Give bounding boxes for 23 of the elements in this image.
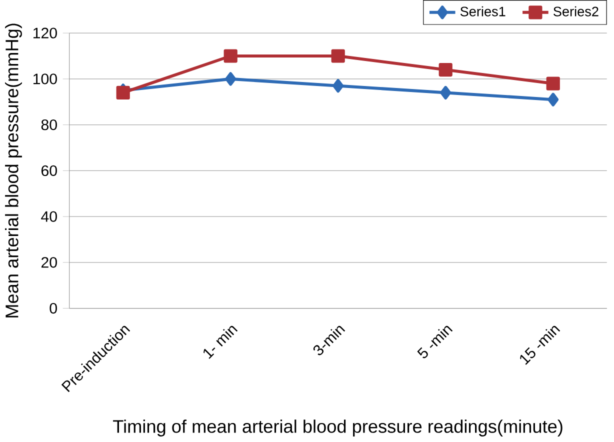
point: [440, 86, 452, 100]
x-tick-label: 1- min: [204, 326, 238, 360]
y-tick-label: 0: [50, 303, 57, 314]
y-axis-title: Mean arterial blood pressure(mmHg): [5, 24, 22, 318]
point: [331, 49, 345, 64]
x-tick-label: 5 -min: [417, 326, 453, 358]
x-tick-label: 15 -min: [520, 326, 560, 366]
y-tick-label: 20: [41, 257, 57, 268]
point: [224, 49, 238, 64]
legend-label: Series1: [460, 6, 506, 17]
y-tick-label: 80: [41, 120, 57, 130]
point: [332, 79, 344, 93]
point: [548, 93, 559, 107]
point: [438, 63, 452, 77]
y-tick-label: 60: [41, 166, 57, 176]
point: [225, 72, 236, 86]
y-tick-label: 40: [41, 211, 57, 222]
legend-label: Series2: [554, 6, 598, 17]
y-tick-label: 100: [33, 74, 57, 85]
point: [546, 76, 560, 91]
point: [116, 86, 130, 100]
y-tick-label: 120: [33, 28, 57, 39]
x-axis-title: Timing of mean arterial blood pressure readings(minute): [113, 420, 562, 437]
